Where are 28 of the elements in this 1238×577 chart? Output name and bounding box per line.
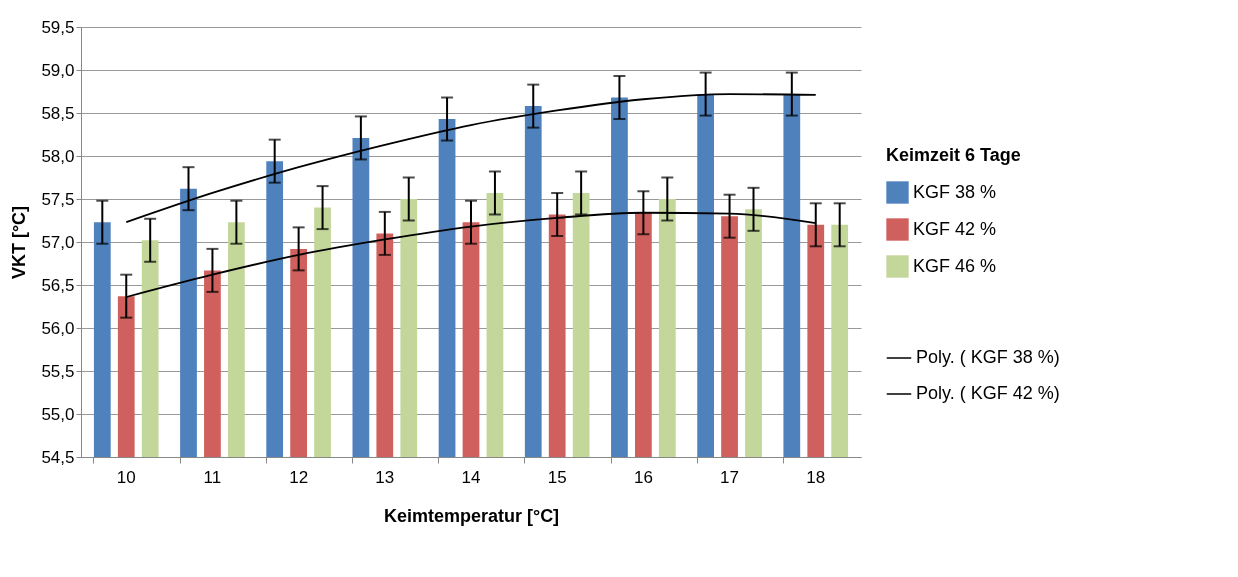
x-tick-label: 14	[461, 467, 481, 487]
x-tick-label: 13	[375, 467, 395, 487]
y-tick-label: 59,5	[41, 17, 75, 37]
legend-title: Keimzeit 6 Tage	[886, 145, 1021, 165]
x-tick-label: 12	[289, 467, 309, 487]
legend-label: KGF 38 %	[913, 181, 997, 202]
legend-label: Poly. ( KGF 38 %)	[916, 347, 1060, 367]
x-tick-label: 18	[806, 467, 826, 487]
y-tick-label: 56,0	[41, 318, 75, 338]
y-tick-label: 58,5	[41, 103, 75, 123]
y-tick-label: 55,0	[41, 404, 75, 424]
x-tick-label: 17	[720, 467, 740, 487]
x-tick-label: 10	[116, 467, 136, 487]
y-axis-title: VKT [°C]	[9, 205, 30, 280]
y-tick-label: 56,5	[41, 275, 75, 295]
y-tick-label: 57,5	[41, 189, 75, 209]
y-tick-label: 58,0	[41, 146, 75, 166]
y-tick-label: 54,5	[41, 447, 75, 467]
y-tick-label: 59,0	[41, 60, 75, 80]
legend-label: KGF 46 %	[913, 255, 997, 276]
y-tick-label: 57,0	[41, 232, 75, 252]
legend-label: KGF 42 %	[913, 218, 997, 239]
x-axis-title: Keimtemperatur [°C]	[383, 505, 560, 526]
y-tick-label: 55,5	[41, 361, 75, 381]
x-tick-label: 15	[547, 467, 567, 487]
x-tick-label: 16	[633, 467, 653, 487]
legend-label: Poly. ( KGF 42 %)	[916, 383, 1060, 403]
x-tick-label: 11	[203, 467, 222, 487]
